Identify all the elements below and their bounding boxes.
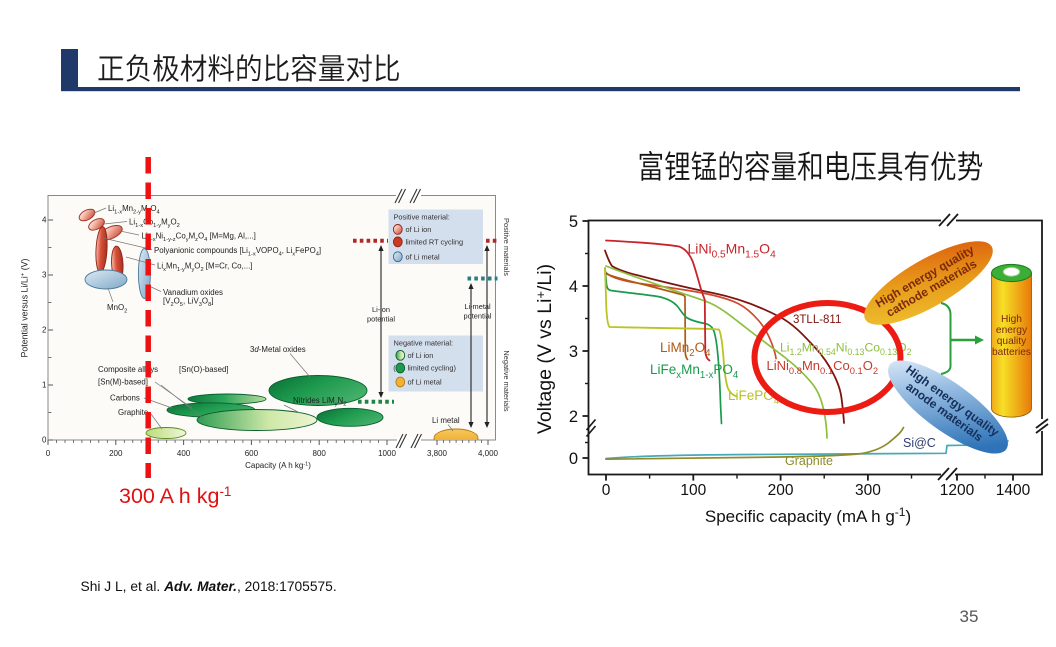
- svg-text:Li1-xNi1-y-zCoyMzO4 [M=Mg, Al: Li1-xNi1-y-zCoyMzO4 [M=Mg, Al,...]: [142, 232, 256, 243]
- svg-text:3: 3: [42, 271, 47, 280]
- svg-text:3: 3: [569, 343, 578, 361]
- svg-text:Composite alloys: Composite alloys: [98, 365, 158, 374]
- svg-text:4: 4: [42, 216, 47, 225]
- svg-text:Vanadium oxides: Vanadium oxides: [163, 288, 223, 297]
- svg-text:3,800: 3,800: [427, 449, 448, 458]
- svg-text:300 A h kg-1: 300 A h kg-1: [119, 484, 231, 508]
- svg-text:limited cycling): limited cycling): [408, 364, 456, 373]
- svg-text:1: 1: [42, 381, 47, 390]
- svg-text:(: (: [393, 364, 396, 373]
- svg-text:batteries: batteries: [992, 347, 1031, 358]
- svg-text:of Li ion: of Li ion: [408, 351, 434, 360]
- svg-text:200: 200: [768, 482, 794, 499]
- svg-text:0: 0: [42, 436, 47, 445]
- svg-text:Potential versus Li/Li+ (V): Potential versus Li/Li+ (V): [20, 258, 30, 357]
- svg-text:MnO2: MnO2: [107, 303, 127, 314]
- svg-text:Li-metal: Li-metal: [464, 302, 491, 311]
- svg-text:quality: quality: [997, 336, 1027, 347]
- svg-text:High: High: [1001, 314, 1022, 325]
- svg-text:3TLL-811: 3TLL-811: [793, 314, 841, 326]
- svg-text:limited RT cycling: limited RT cycling: [406, 238, 464, 247]
- svg-text:Voltage (V vs Li+/Li): Voltage (V vs Li+/Li): [533, 264, 556, 434]
- svg-text:potential: potential: [464, 312, 492, 321]
- svg-text:LiFexMn1-xPO4: LiFexMn1-xPO4: [650, 362, 739, 381]
- svg-text:2: 2: [569, 408, 578, 426]
- svg-text:Graphite: Graphite: [785, 454, 833, 468]
- svg-text:600: 600: [245, 449, 259, 458]
- svg-text:Carbons: Carbons: [110, 394, 140, 403]
- svg-text:LixMn1-yMyO2 [M=Cr, Co,...]: LixMn1-yMyO2 [M=Cr, Co,...]: [157, 262, 253, 273]
- svg-text:800: 800: [313, 449, 327, 458]
- svg-text:Positive materials: Positive materials: [502, 218, 511, 276]
- svg-text:LiMn2O4: LiMn2O4: [660, 340, 711, 359]
- svg-text:LiFePO4: LiFePO4: [728, 388, 780, 407]
- svg-text:Polyanionic compounds [Li1-xVO: Polyanionic compounds [Li1-xVOPO4, LixFe…: [154, 246, 321, 257]
- svg-text:Negative materials: Negative materials: [502, 350, 511, 412]
- svg-text:Li metal: Li metal: [432, 416, 460, 425]
- svg-text:Specific capacity (mA h g-1): Specific capacity (mA h g-1): [705, 505, 911, 526]
- svg-text:potential: potential: [367, 315, 395, 324]
- svg-text:4: 4: [569, 278, 578, 296]
- svg-text:100: 100: [680, 482, 706, 499]
- svg-text:Shi J L, et al. Adv. Mater., 2: Shi J L, et al. Adv. Mater., 2018:170557…: [81, 579, 337, 594]
- svg-text:4,000: 4,000: [478, 449, 499, 458]
- svg-text:[Sn(O)-based]: [Sn(O)-based]: [179, 365, 229, 374]
- svg-text:0: 0: [569, 450, 578, 468]
- svg-text:Graphite: Graphite: [118, 408, 149, 417]
- svg-text:Si@C: Si@C: [903, 436, 936, 450]
- svg-text:Li-ion: Li-ion: [372, 305, 390, 314]
- svg-text:1000: 1000: [378, 449, 396, 458]
- svg-text:of Li metal: of Li metal: [406, 253, 440, 262]
- svg-text:0: 0: [602, 482, 611, 499]
- svg-text:of Li ion: of Li ion: [406, 225, 432, 234]
- svg-text:energy: energy: [996, 325, 1028, 336]
- svg-text:Negative material:: Negative material:: [394, 339, 454, 348]
- svg-text:1200: 1200: [940, 482, 975, 499]
- svg-text:5: 5: [569, 213, 578, 231]
- svg-text:of Li metal: of Li metal: [408, 378, 442, 387]
- svg-text:400: 400: [177, 449, 191, 458]
- svg-text:[V2O5, LiV3O8]: [V2O5, LiV3O8]: [163, 297, 213, 308]
- svg-text:1400: 1400: [996, 482, 1031, 499]
- svg-text:0: 0: [46, 449, 51, 458]
- svg-text:200: 200: [109, 449, 123, 458]
- svg-text:3d-Metal oxides: 3d-Metal oxides: [250, 345, 306, 354]
- svg-text:35: 35: [960, 607, 979, 626]
- svg-text:[Sn(M)-based]: [Sn(M)-based]: [98, 378, 148, 387]
- svg-text:Capacity (A h kg-1): Capacity (A h kg-1): [245, 461, 311, 470]
- svg-text:Positive material:: Positive material:: [394, 213, 450, 222]
- svg-text:Nitrides LiMyN2: Nitrides LiMyN2: [293, 396, 346, 407]
- svg-text:300: 300: [855, 482, 881, 499]
- svg-text:2: 2: [42, 326, 47, 335]
